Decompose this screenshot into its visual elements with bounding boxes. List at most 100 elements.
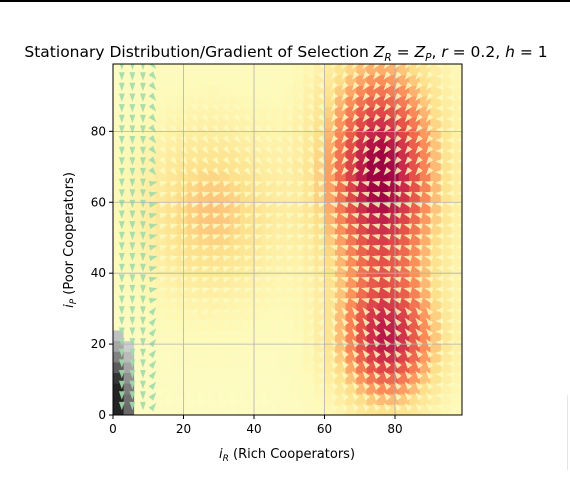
quiver-arrow bbox=[129, 263, 136, 273]
quiver-arrow bbox=[371, 244, 381, 251]
quiver-arrow bbox=[191, 234, 200, 240]
quiver-arrow bbox=[140, 284, 146, 294]
quiver-arrow bbox=[456, 201, 462, 207]
quiver-arrow bbox=[148, 339, 157, 348]
heatmap-cell bbox=[451, 383, 462, 395]
quiver-arrow bbox=[286, 64, 294, 70]
heatmap-cell bbox=[430, 127, 442, 140]
heatmap-cell bbox=[134, 149, 146, 161]
quiver-arrow bbox=[265, 307, 273, 316]
quiver-arrow bbox=[201, 317, 209, 327]
heatmap-cell bbox=[440, 64, 453, 76]
quiver-arrow bbox=[180, 328, 188, 337]
heatmap-cell bbox=[345, 266, 357, 278]
quiver-arrow bbox=[307, 71, 315, 80]
heatmap-cell bbox=[282, 383, 294, 395]
quiver-arrow bbox=[394, 156, 402, 165]
heatmap-cell bbox=[197, 159, 209, 171]
heatmap-cell bbox=[440, 276, 453, 288]
heatmap-cell bbox=[430, 202, 442, 214]
quiver-arrow bbox=[350, 287, 360, 293]
heatmap-cell bbox=[345, 85, 357, 97]
heatmap-cell bbox=[261, 106, 273, 118]
heatmap-cell bbox=[165, 234, 178, 246]
heatmap-cell bbox=[250, 404, 262, 415]
quiver-arrow bbox=[190, 349, 199, 359]
quiver-arrow bbox=[201, 307, 209, 316]
heatmap-cell bbox=[451, 106, 462, 118]
heatmap-cell bbox=[134, 287, 146, 299]
quiver-arrow bbox=[243, 156, 252, 165]
quiver-arrow bbox=[265, 349, 273, 359]
quiver-arrow bbox=[394, 328, 402, 337]
quiver-arrow bbox=[382, 297, 391, 304]
quiver-arrow bbox=[140, 306, 146, 315]
heatmap-cell bbox=[387, 383, 400, 395]
quiver-arrow bbox=[265, 113, 273, 123]
heatmap-cell bbox=[313, 202, 326, 214]
quiver-arrow bbox=[233, 64, 241, 70]
heatmap-cell bbox=[398, 127, 410, 140]
quiver-arrow bbox=[341, 92, 349, 101]
heatmap-cell bbox=[335, 181, 347, 193]
heatmap-cell bbox=[440, 170, 453, 182]
heatmap-cell bbox=[187, 383, 199, 395]
quiver-arrow bbox=[456, 255, 462, 260]
quiver-arrow bbox=[394, 360, 402, 369]
heatmap-cell bbox=[387, 85, 400, 97]
heatmap-cell bbox=[176, 191, 188, 203]
heatmap-cell bbox=[176, 351, 188, 363]
quiver-arrow bbox=[456, 393, 462, 398]
quiver-arrow bbox=[415, 370, 423, 380]
heatmap-cell bbox=[292, 223, 304, 235]
heatmap-cell bbox=[335, 266, 347, 278]
quiver-arrow bbox=[118, 82, 125, 92]
heatmap-cell bbox=[123, 372, 135, 384]
quiver-arrow bbox=[118, 104, 125, 113]
heatmap-cell bbox=[356, 383, 368, 395]
quiver-arrow bbox=[434, 179, 444, 186]
quiver-arrow bbox=[456, 276, 462, 281]
quiver-arrow bbox=[191, 180, 200, 187]
quiver-arrow bbox=[148, 81, 157, 91]
quiver-arrow bbox=[425, 349, 434, 359]
quiver-arrow bbox=[169, 202, 179, 208]
heatmap-cell bbox=[366, 191, 378, 203]
heatmap-cell bbox=[239, 308, 252, 320]
heatmap-cell bbox=[282, 351, 294, 363]
heatmap-cell bbox=[345, 64, 357, 76]
quiver-arrow bbox=[169, 339, 178, 348]
heatmap-cell bbox=[335, 74, 347, 86]
quiver-arrow bbox=[296, 71, 305, 80]
quiver-arrow bbox=[307, 297, 317, 304]
quiver-arrow bbox=[169, 167, 178, 176]
quiver-arrow bbox=[330, 402, 339, 412]
quiver-arrow bbox=[148, 64, 157, 70]
quiver-arrow bbox=[415, 156, 423, 165]
quiver-arrow bbox=[404, 339, 413, 348]
quiver-arrow bbox=[159, 339, 167, 348]
heatmap-cell bbox=[303, 127, 315, 140]
quiver-arrow bbox=[254, 287, 264, 293]
quiver-arrow bbox=[425, 135, 434, 144]
quiver-arrow bbox=[140, 189, 146, 198]
quiver-arrow bbox=[180, 234, 190, 240]
quiver-arrow bbox=[180, 113, 188, 123]
quiver-arrow bbox=[307, 191, 317, 198]
heatmap-cell bbox=[282, 244, 294, 257]
heatmap-cell bbox=[398, 138, 410, 150]
heatmap-cell bbox=[123, 319, 135, 331]
quiver-arrow bbox=[222, 223, 232, 230]
heatmap-cell bbox=[292, 308, 304, 320]
quiver-arrow bbox=[212, 360, 220, 369]
heatmap-cell bbox=[387, 117, 400, 129]
heatmap-cell bbox=[113, 383, 125, 395]
heatmap-cell bbox=[144, 287, 156, 299]
heatmap-cell bbox=[123, 159, 135, 171]
heatmap-cell bbox=[239, 298, 252, 310]
heatmap-cell bbox=[271, 351, 283, 363]
quiver-arrow bbox=[351, 156, 360, 165]
heatmap-cell bbox=[261, 85, 273, 97]
heatmap-cell bbox=[324, 393, 336, 405]
quiver-arrow bbox=[190, 328, 199, 337]
